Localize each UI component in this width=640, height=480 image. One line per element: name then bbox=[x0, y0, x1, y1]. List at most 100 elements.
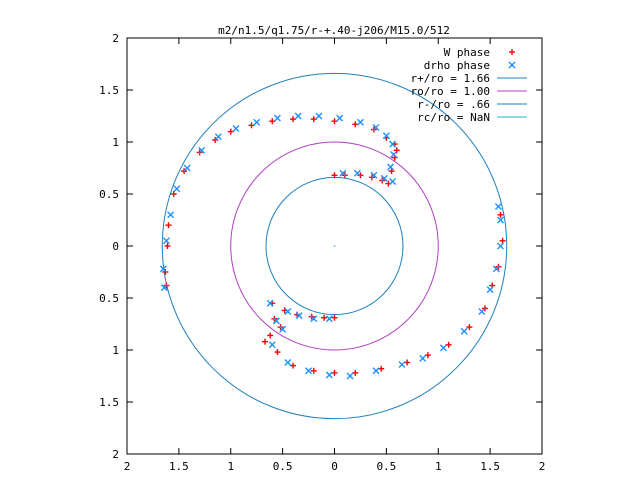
legend-label: rc/ro = NaN bbox=[417, 111, 490, 124]
drho-phase-point bbox=[284, 358, 292, 366]
w-phase-point bbox=[227, 128, 234, 135]
x-tick-label: 0.5 bbox=[376, 460, 396, 473]
w-phase-point bbox=[331, 369, 338, 376]
drho-phase-point bbox=[387, 163, 395, 171]
w-phase-point bbox=[499, 237, 506, 244]
drho-phase-point bbox=[346, 372, 354, 380]
w-phase-point bbox=[290, 116, 296, 123]
x-tick-label: 2 bbox=[539, 460, 546, 473]
axis-ticks: 2 1.5 1 0.5 0 0.5 1 1.5 221.510.500.511.52 bbox=[99, 32, 545, 473]
drho-phase-point bbox=[389, 140, 397, 148]
w-phase-point bbox=[393, 147, 400, 154]
drho-phase-point bbox=[162, 237, 170, 245]
drho-phase-point bbox=[325, 315, 333, 323]
w-phase-point bbox=[181, 168, 188, 175]
w-phase-point bbox=[331, 172, 338, 179]
data-points bbox=[159, 112, 506, 380]
w-phase-point bbox=[404, 359, 411, 366]
drho-phase-point bbox=[389, 178, 397, 186]
ring-circle bbox=[161, 72, 508, 420]
drho-phase-point bbox=[497, 216, 504, 224]
w-phase-point bbox=[388, 168, 395, 175]
w-phase-point bbox=[424, 352, 431, 359]
drho-phase-point bbox=[160, 284, 168, 292]
drho-phase-point bbox=[398, 361, 406, 369]
drho-phase-point bbox=[460, 327, 468, 335]
ring-circles bbox=[161, 72, 508, 420]
w-phase-point bbox=[357, 172, 364, 179]
x-tick-label: 0 bbox=[331, 460, 338, 473]
drho-phase-point bbox=[382, 132, 390, 140]
y-tick-label: 0.5 bbox=[99, 292, 119, 305]
y-tick-label: 2 bbox=[112, 448, 119, 461]
x-tick-label: 1 bbox=[227, 460, 234, 473]
w-phase-point bbox=[378, 365, 385, 372]
w-phase-point bbox=[310, 116, 317, 123]
drho-phase-point bbox=[356, 118, 364, 126]
w-phase-point bbox=[321, 314, 328, 321]
drho-phase-point bbox=[372, 123, 380, 131]
drho-phase-point bbox=[380, 174, 388, 182]
x-tick-label: 0.5 bbox=[273, 460, 293, 473]
w-phase-point bbox=[310, 367, 317, 374]
drho-phase-point bbox=[339, 169, 347, 177]
drho-phase-point bbox=[279, 325, 287, 333]
drho-phase-point bbox=[439, 344, 447, 352]
drho-phase-point bbox=[198, 146, 206, 154]
legend-label: ro/ro = 1.00 bbox=[411, 85, 490, 98]
legend-label: W phase bbox=[444, 46, 490, 59]
y-tick-label: 0 bbox=[112, 240, 119, 253]
w-phase-point bbox=[164, 243, 171, 249]
legend-label: r+/ro = 1.66 bbox=[411, 72, 490, 85]
w-phase-point bbox=[162, 269, 169, 275]
drho-phase-point bbox=[284, 308, 292, 316]
legend-label: r-/ro = .66 bbox=[417, 98, 490, 111]
drho-phase-point bbox=[497, 242, 504, 250]
x-tick-label: 1 bbox=[435, 460, 442, 473]
drho-phase-point bbox=[214, 133, 222, 141]
drho-phase-point bbox=[353, 169, 361, 177]
x-tick-label: 2 bbox=[124, 460, 131, 473]
drho-phase-point bbox=[294, 112, 302, 120]
drho-phase-point bbox=[295, 312, 303, 320]
y-tick-label: 2 bbox=[112, 32, 119, 45]
w-phase-point bbox=[481, 305, 488, 312]
w-phase-point bbox=[290, 362, 296, 369]
w-phase-point bbox=[170, 191, 177, 197]
w-phase-point bbox=[248, 122, 255, 129]
drho-phase-point bbox=[310, 315, 318, 323]
w-phase-point bbox=[261, 338, 268, 345]
drho-phase-point bbox=[305, 367, 313, 375]
w-phase-point bbox=[274, 349, 281, 356]
drho-phase-point bbox=[183, 164, 191, 172]
drho-phase-point bbox=[273, 114, 281, 122]
w-phase-point bbox=[352, 369, 359, 376]
w-phase-point bbox=[294, 311, 301, 318]
x-tick-label: 1.5 bbox=[480, 460, 500, 473]
drho-phase-point bbox=[167, 211, 175, 219]
drho-phase-point bbox=[419, 354, 427, 362]
ring-circle bbox=[230, 141, 439, 351]
w-phase-point bbox=[331, 314, 338, 321]
drho-phase-point bbox=[272, 317, 280, 325]
drho-phase-point bbox=[268, 341, 276, 349]
y-tick-label: 1.5 bbox=[99, 84, 119, 97]
drho-phase-point bbox=[478, 308, 486, 316]
y-tick-label: 0.5 bbox=[99, 188, 119, 201]
w-phase-point bbox=[267, 332, 274, 339]
drho-phase-point bbox=[336, 114, 344, 122]
w-phase-point bbox=[269, 118, 276, 125]
legend-label: drho phase bbox=[424, 59, 490, 72]
drho-phase-point bbox=[266, 299, 274, 307]
drho-phase-point bbox=[232, 124, 240, 132]
w-phase-point bbox=[497, 211, 504, 218]
drho-phase-point bbox=[173, 185, 181, 193]
legend-x-marker bbox=[508, 61, 516, 69]
w-phase-point bbox=[352, 121, 359, 128]
w-phase-point bbox=[445, 341, 452, 348]
drho-phase-point bbox=[159, 265, 167, 273]
drho-phase-point bbox=[315, 112, 323, 120]
x-tick-label: 1.5 bbox=[169, 460, 189, 473]
